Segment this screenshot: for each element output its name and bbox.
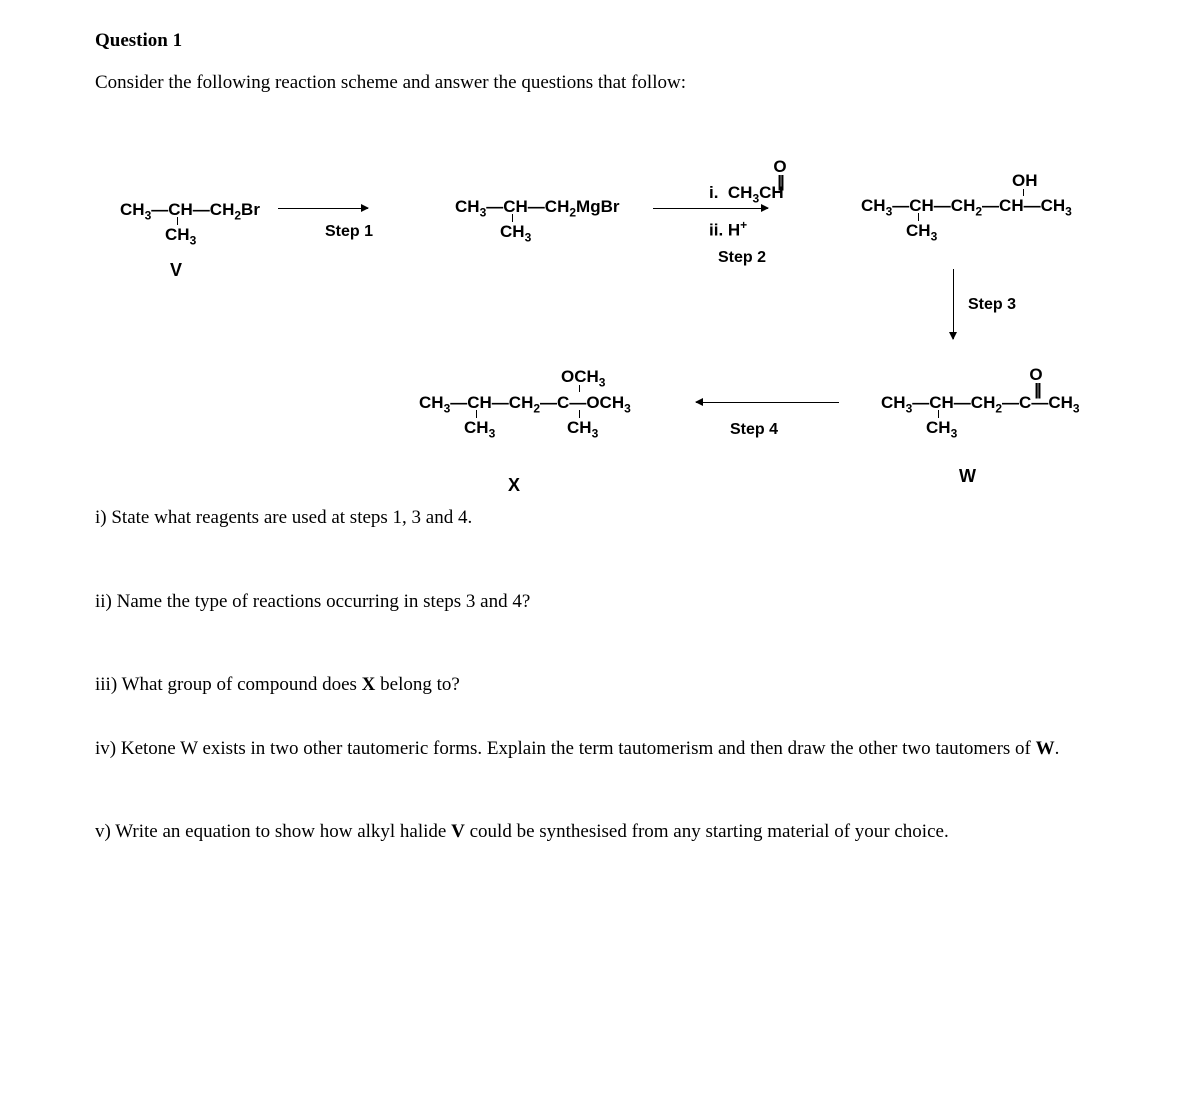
grignard-branch: CH3 <box>500 223 531 243</box>
step2-reagent2: ii. H+ <box>709 219 747 239</box>
arrow-step4 <box>696 402 839 403</box>
ketal-och3-top: OCH3 <box>561 368 605 388</box>
compound-w-label: W <box>959 467 976 485</box>
bond <box>1023 189 1024 196</box>
bond <box>938 410 939 418</box>
ketal-branch2: CH3 <box>567 419 598 439</box>
ketone-main: CH3—CH—CH2—C—CH3 <box>881 394 1080 414</box>
bond <box>476 410 477 418</box>
question-part-v: v) Write an equation to show how alkyl h… <box>95 818 1110 847</box>
reaction-scheme: CH3—CH—CH2Br CH3 V Step 1 CH3—CH—CH2MgBr… <box>95 104 1110 484</box>
bond <box>918 213 919 221</box>
step4-label: Step 4 <box>730 422 778 438</box>
compound-v-label: V <box>170 261 182 279</box>
step3-label: Step 3 <box>968 297 1016 313</box>
intro-text: Consider the following reaction scheme a… <box>95 72 1110 94</box>
question-part-ii: ii) Name the type of reactions occurring… <box>95 588 1110 617</box>
question-part-iii: iii) What group of compound does X belon… <box>95 671 1110 700</box>
arrow-step1 <box>278 208 368 209</box>
bond <box>177 217 178 225</box>
step2-label: Step 2 <box>718 250 766 266</box>
alcohol-oh: OH <box>1012 172 1038 189</box>
bond <box>579 385 580 392</box>
question-title: Question 1 <box>95 30 1110 52</box>
bond <box>579 410 580 418</box>
alcohol-branch: CH3 <box>906 222 937 242</box>
compound-v-branch: CH3 <box>165 226 196 246</box>
ketal-branch1: CH3 <box>464 419 495 439</box>
arrow-step3 <box>953 269 954 339</box>
alcohol-main: CH3—CH—CH2—CH—CH3 <box>861 197 1072 217</box>
compound-v-main: CH3—CH—CH2Br <box>120 201 260 221</box>
question-part-i: i) State what reagents are used at steps… <box>95 504 1110 533</box>
ketal-main: CH3—CH—CH2—C—OCH3 <box>419 394 631 414</box>
step2-reagent1: i. CH3CH <box>709 184 784 204</box>
compound-x-label: X <box>508 476 520 494</box>
ketone-branch: CH3 <box>926 419 957 439</box>
bond <box>512 214 513 222</box>
grignard-main: CH3—CH—CH2MgBr <box>455 198 620 218</box>
step1-label: Step 1 <box>325 224 373 240</box>
arrow-step2 <box>653 208 768 209</box>
question-part-iv: iv) Ketone W exists in two other tautome… <box>95 735 1110 764</box>
